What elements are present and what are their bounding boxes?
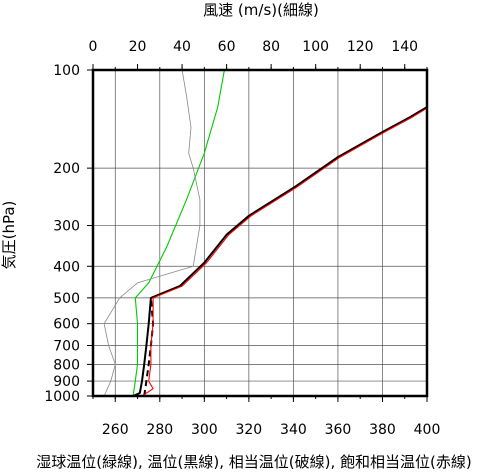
x-tick-label: 280 <box>146 422 173 438</box>
top-tick-label: 140 <box>391 39 418 55</box>
top-tick-label: 120 <box>347 39 374 55</box>
top-tick-label: 40 <box>173 39 191 55</box>
y-axis-title: 気圧(hPa) <box>0 201 18 270</box>
series-line <box>141 107 428 397</box>
series-line <box>143 297 155 397</box>
plot-frame <box>91 68 429 398</box>
x-tick-label: 400 <box>414 422 441 438</box>
series-line <box>103 69 201 397</box>
x-tick-label: 380 <box>369 422 396 438</box>
series-line <box>132 69 225 397</box>
y-tick-label: 500 <box>53 291 80 307</box>
x-tick-label: 360 <box>325 422 352 438</box>
y-tick-label: 800 <box>53 357 80 373</box>
top-tick-label: 0 <box>89 39 98 55</box>
series-group <box>103 69 428 397</box>
top-tick-label: 80 <box>262 39 280 55</box>
y-tick-label: 100 <box>53 63 80 79</box>
x-tick-label: 300 <box>191 422 218 438</box>
top-tick-label: 60 <box>218 39 236 55</box>
grid <box>93 69 428 397</box>
axes: 260 280 300 320 340 360 380 400 0 20 40 60 80 100 120 1… <box>44 39 440 438</box>
x-tick-label: 320 <box>235 422 262 438</box>
x-tick-label: 340 <box>280 422 307 438</box>
y-tick-label: 400 <box>53 259 80 275</box>
top-axis-title: 風速 (m/s)(細線) <box>203 1 319 19</box>
y-tick-label: 600 <box>53 317 80 333</box>
top-tick-label: 100 <box>302 39 329 55</box>
y-tick-label: 200 <box>53 161 80 177</box>
y-tick-label: 300 <box>53 219 80 235</box>
x-axis-title: 湿球温位(緑線), 温位(黒線), 相当温位(破線), 飽和相当温位(赤線) <box>36 453 471 471</box>
y-tick-label: 900 <box>53 374 80 390</box>
y-tick-label: 1000 <box>44 389 80 405</box>
x-tick-label: 260 <box>102 422 129 438</box>
top-tick-label: 20 <box>129 39 147 55</box>
series-line <box>132 106 428 397</box>
y-tick-label: 700 <box>53 339 80 355</box>
